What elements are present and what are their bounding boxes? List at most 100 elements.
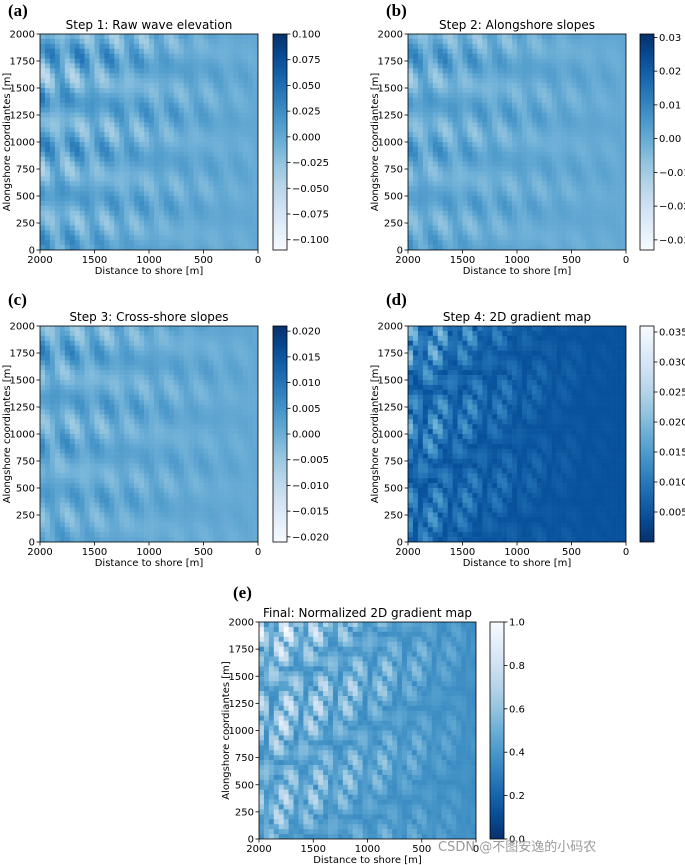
- colorbar-tick-label: −0.015: [292, 507, 329, 518]
- colorbar: [639, 325, 655, 543]
- colorbar-tick-label: 0.030: [659, 358, 685, 369]
- colorbar-tick-label: −0.075: [292, 210, 329, 221]
- x-tick-label: 0: [623, 255, 629, 266]
- y-tick-label: 1000: [10, 430, 35, 441]
- x-axis-label: Distance to shore [m]: [313, 855, 422, 865]
- colorbar-tick-label: −0.050: [292, 184, 329, 195]
- x-tick-label: 1500: [301, 844, 326, 855]
- colorbar-tick-label: 0.00: [659, 134, 681, 145]
- colorbar-tick-label: 1.0: [509, 618, 525, 629]
- colorbar-tick-label: −0.020: [292, 532, 329, 543]
- x-tick-label: 1500: [450, 255, 475, 266]
- y-axis-label: Alongshore coordiantes [m]: [370, 73, 381, 212]
- x-tick-label: 500: [562, 255, 581, 266]
- y-tick-label: 0: [397, 538, 403, 549]
- y-tick-label: 750: [16, 165, 35, 176]
- colorbar-tick-label: 0.01: [659, 100, 681, 111]
- colorbar-tick-label: −0.01: [659, 168, 685, 179]
- x-axis-label: Distance to shore [m]: [463, 558, 572, 569]
- x-axis-label: Distance to shore [m]: [95, 266, 204, 277]
- colorbar-tick-label: 0.000: [292, 132, 321, 143]
- y-tick-label: 1500: [378, 84, 403, 95]
- panel-e: (e) Final: Normalized 2D gradient map 2000…: [221, 583, 525, 865]
- colorbar-tick-label: −0.03: [659, 235, 685, 246]
- y-tick-label: 500: [384, 484, 403, 495]
- panel-label: (e): [233, 583, 252, 602]
- x-tick-label: 2000: [395, 547, 420, 558]
- panel-label: (b): [386, 1, 407, 20]
- colorbar-tick-label: −0.005: [292, 455, 329, 466]
- colorbar-tick-label: 0.025: [292, 107, 321, 118]
- x-tick-label: 1000: [136, 255, 161, 266]
- y-tick-label: 500: [384, 192, 403, 203]
- colorbar-tick-label: 0.035: [659, 328, 685, 339]
- colorbar: [272, 33, 288, 251]
- y-tick-label: 1250: [229, 699, 254, 710]
- x-tick-label: 1000: [355, 844, 380, 855]
- y-axis-label: Alongshore coordiantes [m]: [221, 661, 232, 800]
- y-tick-label: 750: [16, 457, 35, 468]
- x-tick-label: 1000: [504, 255, 529, 266]
- panel-label: (d): [386, 290, 407, 309]
- y-tick-label: 1500: [10, 376, 35, 387]
- y-tick-label: 750: [384, 165, 403, 176]
- y-tick-label: 0: [29, 538, 35, 549]
- y-tick-label: 500: [235, 780, 254, 791]
- y-tick-label: 1500: [378, 376, 403, 387]
- colorbar-tick-label: 0.050: [292, 81, 321, 92]
- y-axis-label: Alongshore coordiantes [m]: [370, 365, 381, 504]
- chart-title: Final: Normalized 2D gradient map: [263, 606, 472, 620]
- y-tick-label: 2000: [10, 322, 35, 333]
- chart-title: Step 3: Cross-shore slopes: [69, 310, 228, 324]
- y-tick-label: 2000: [10, 30, 35, 41]
- panel-label: (c): [8, 290, 27, 309]
- chart-title: Step 1: Raw wave elevation: [66, 18, 233, 32]
- x-tick-label: 500: [562, 547, 581, 558]
- colorbar-tick-label: 0.03: [659, 33, 681, 44]
- y-tick-label: 1000: [229, 726, 254, 737]
- colorbar-tick-label: 0.010: [292, 378, 321, 389]
- y-tick-label: 1000: [378, 138, 403, 149]
- x-tick-label: 2000: [395, 255, 420, 266]
- y-tick-label: 500: [16, 484, 35, 495]
- chart-title: Step 4: 2D gradient map: [443, 310, 591, 324]
- x-tick-label: 0: [255, 547, 261, 558]
- panel-b: (b) Step 2: Alongshore slopes 2000 1500 1000…: [370, 1, 685, 277]
- y-tick-label: 750: [235, 753, 254, 764]
- panel-d: (d) Step 4: 2D gradient map 2000 1500 1000 50…: [370, 290, 685, 569]
- panel-label: (a): [8, 1, 28, 20]
- x-tick-label: 0: [623, 547, 629, 558]
- colorbar-tick-label: 0.075: [292, 55, 321, 66]
- heatmap-field: [408, 326, 626, 542]
- colorbar: [489, 621, 505, 840]
- y-tick-label: 1750: [10, 349, 35, 360]
- y-tick-label: 1750: [378, 57, 403, 68]
- heatmap-field: [259, 622, 476, 839]
- y-tick-label: 750: [384, 457, 403, 468]
- x-tick-label: 0: [473, 844, 479, 855]
- colorbar-tick-label: 0.4: [509, 748, 525, 759]
- colorbar-tick-label: 0.010: [659, 478, 685, 489]
- heatmap-field: [408, 34, 626, 250]
- y-tick-label: 250: [384, 219, 403, 230]
- y-tick-label: 0: [248, 835, 254, 846]
- x-axis-label: Distance to shore [m]: [95, 558, 204, 569]
- colorbar-tick-label: 0.005: [659, 508, 685, 519]
- y-tick-label: 1750: [378, 349, 403, 360]
- y-tick-label: 1750: [10, 57, 35, 68]
- colorbar-tick-label: 0.000: [292, 430, 321, 441]
- y-tick-label: 500: [16, 192, 35, 203]
- colorbar-tick-label: 0.015: [659, 448, 685, 459]
- colorbar-tick-label: 0.020: [292, 327, 321, 338]
- colorbar: [272, 325, 288, 543]
- x-tick-label: 0: [255, 255, 261, 266]
- panel-c: (c) Step 3: Cross-shore slopes 2000 1500 100…: [2, 290, 329, 569]
- colorbar-tick-label: 0.8: [509, 661, 525, 672]
- y-axis-label: Alongshore coordiantes [m]: [2, 73, 13, 212]
- y-tick-label: 250: [384, 511, 403, 522]
- x-tick-label: 1500: [450, 547, 475, 558]
- y-tick-label: 1000: [378, 430, 403, 441]
- x-tick-label: 2000: [27, 255, 52, 266]
- x-tick-label: 2000: [246, 844, 271, 855]
